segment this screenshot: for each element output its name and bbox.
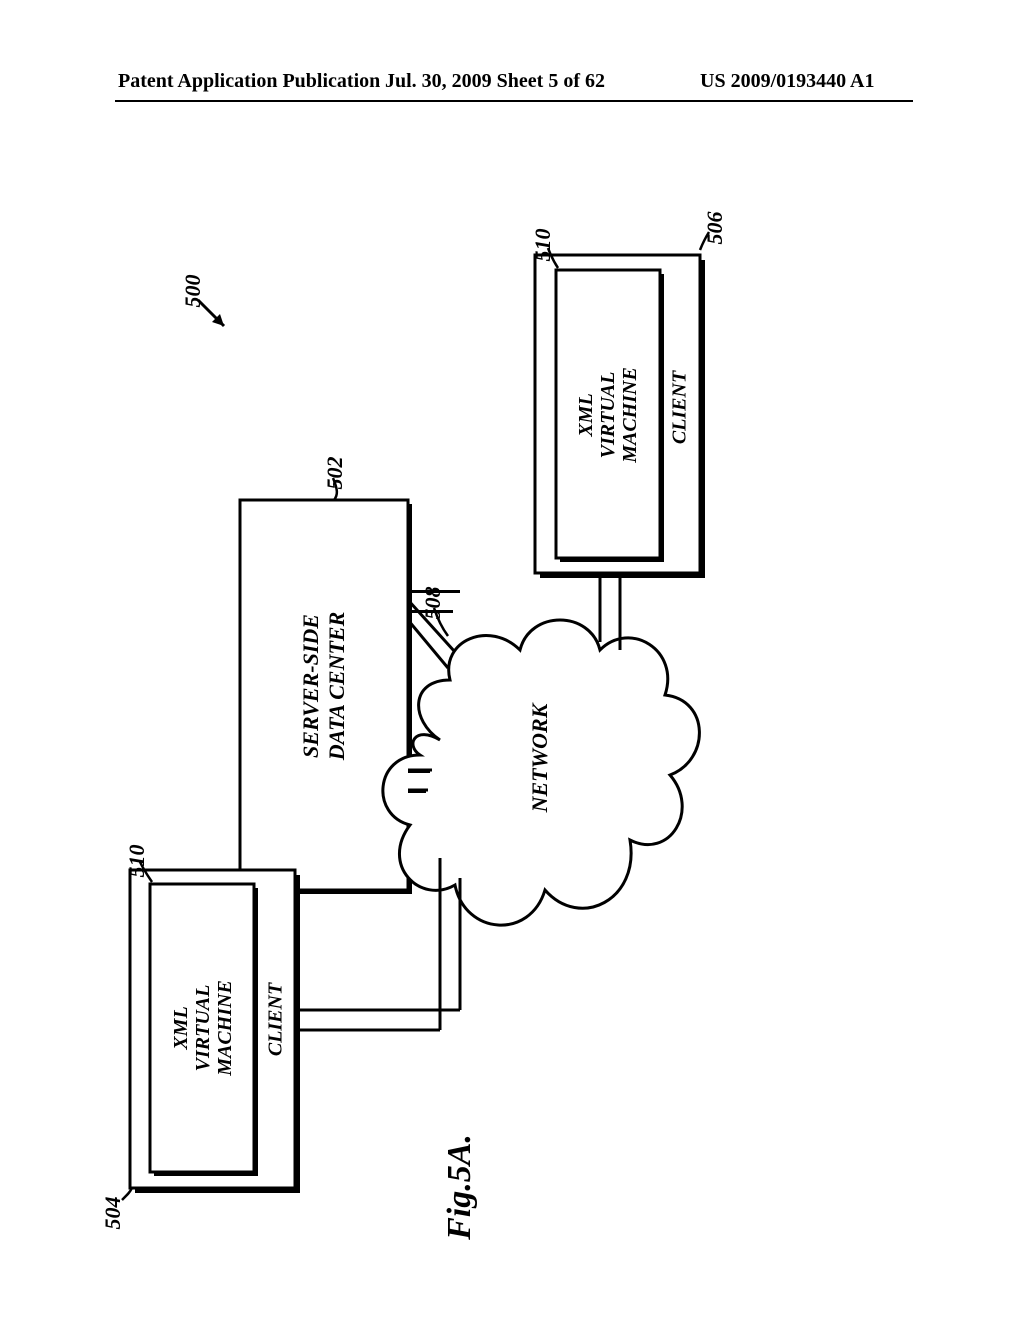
figure-diagram [0, 0, 1024, 1320]
server-box-label: SERVER-SIDE DATA CENTER [298, 586, 350, 786]
ref-510b: 510 [530, 220, 556, 270]
xvm-right-label: XML VIRTUAL MACHINE [575, 325, 641, 505]
ref-506: 506 [702, 203, 728, 253]
ref-500: 500 [180, 266, 206, 316]
figure-caption: Fig.5A. [441, 1107, 479, 1267]
page: Patent Application Publication Jul. 30, … [0, 0, 1024, 1320]
xvm-left-label: XML VIRTUAL MACHINE [170, 938, 236, 1118]
ref-502: 502 [322, 448, 348, 498]
client-left-label: CLIENT [265, 980, 288, 1060]
client-right-label: CLIENT [669, 368, 692, 448]
sc2a [408, 770, 430, 773]
ref-508: 508 [420, 578, 446, 628]
sc2b [408, 790, 426, 793]
ref-504: 504 [100, 1188, 126, 1238]
network-label: NETWORK [527, 683, 553, 833]
ref-510a: 510 [124, 836, 150, 886]
